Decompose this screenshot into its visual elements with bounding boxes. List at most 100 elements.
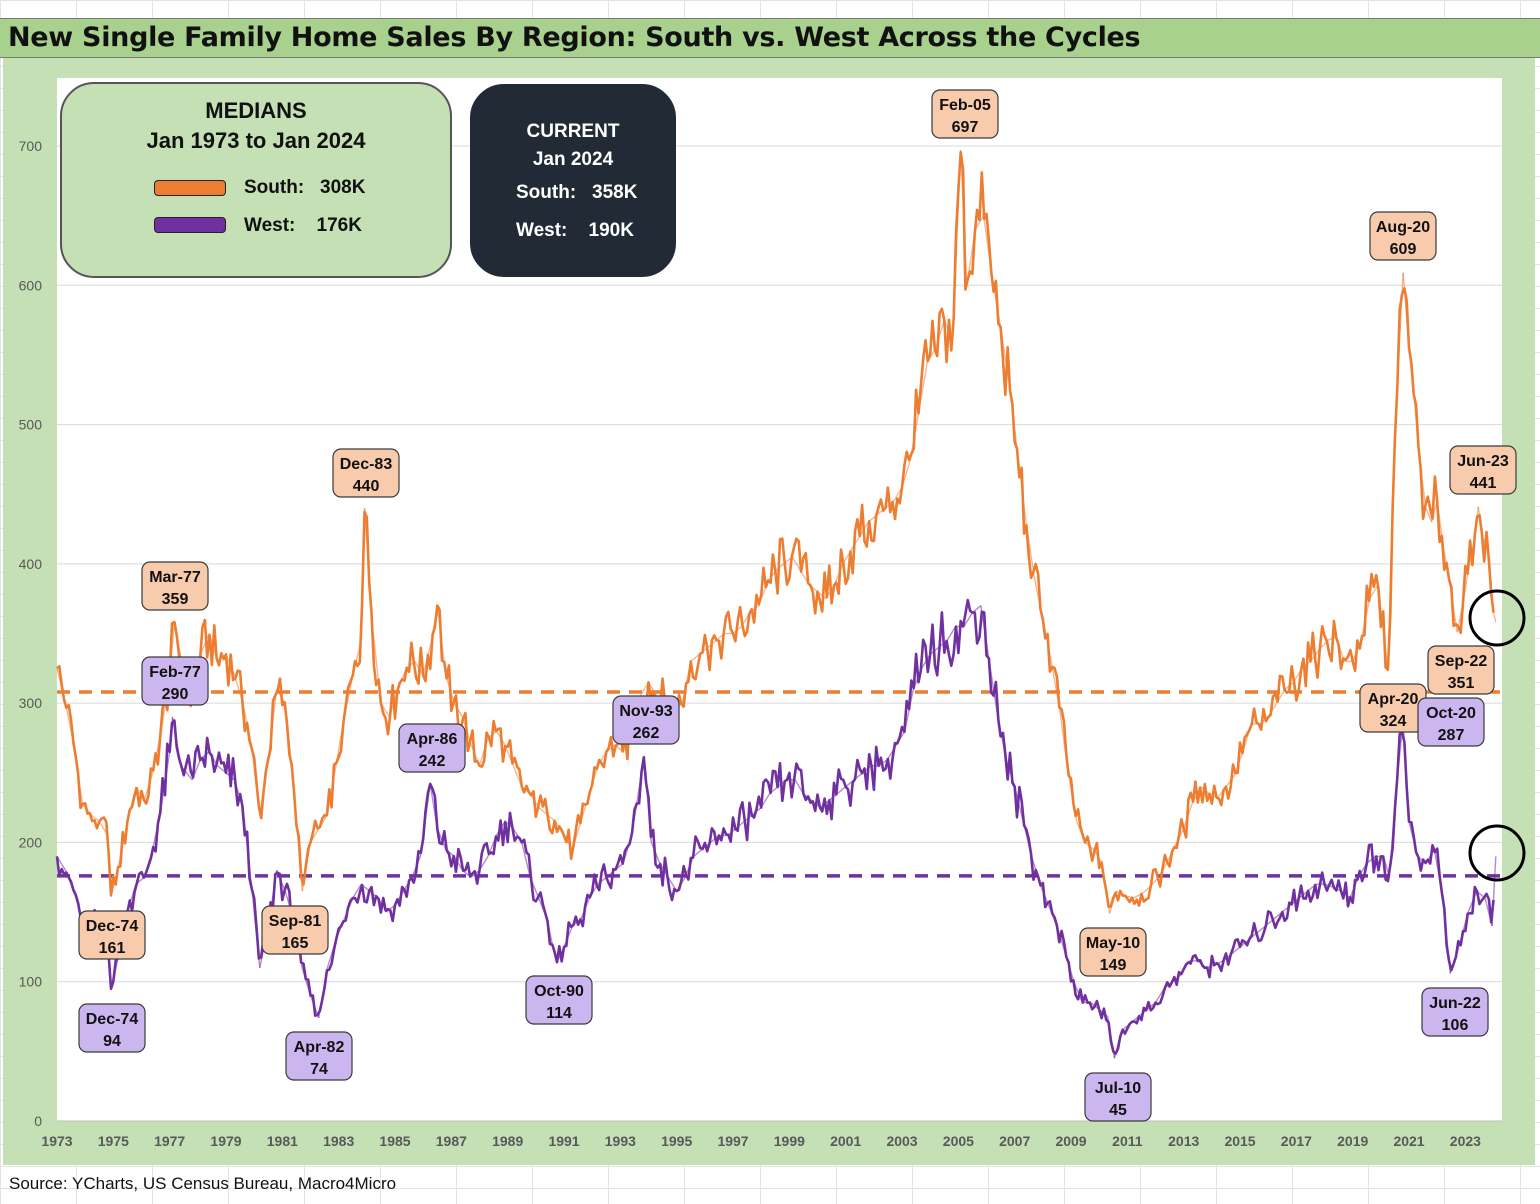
south-series-segment [842, 549, 852, 565]
west-series-segment [208, 751, 219, 767]
south-series-segment [335, 716, 345, 766]
south-series-segment [414, 661, 424, 676]
callout-value: 324 [1380, 713, 1407, 730]
west-series-segment [1388, 786, 1398, 878]
west-series-segment [169, 717, 174, 752]
west-legend-label: West: [244, 215, 296, 236]
west-callout: Feb-77 290 [141, 656, 209, 706]
west-series-segment [1332, 886, 1342, 892]
south-series-segment [1477, 506, 1483, 537]
x-tick-label: 1975 [98, 1133, 129, 1149]
west-series-segment [1366, 855, 1376, 864]
west-series-segment [929, 646, 940, 655]
callout-value: 697 [952, 119, 979, 136]
x-tick-label: 1973 [41, 1133, 72, 1149]
callout-value: 359 [162, 591, 189, 608]
south-series-segment [1149, 876, 1159, 888]
south-series-segment [850, 535, 861, 551]
south-callout: Aug-20 609 [1369, 211, 1437, 261]
west-series-segment [1107, 1016, 1116, 1059]
south-series-segment [371, 626, 382, 704]
west-series-segment [1129, 1015, 1140, 1025]
callout-box [612, 695, 680, 745]
south-series-segment [301, 842, 312, 892]
south-series-segment [926, 347, 937, 363]
south-series-segment [1157, 862, 1168, 878]
current-south-label: South: [516, 182, 577, 203]
south-series-segment [363, 508, 374, 627]
west-series-segment [1324, 883, 1334, 888]
west-series-segment [1298, 890, 1309, 899]
callout-date: Apr-20 [1368, 691, 1419, 708]
west-callout: Apr-82 74 [285, 1031, 353, 1081]
callout-box [261, 905, 329, 955]
callout-box [1449, 445, 1517, 495]
south-series-segment [800, 570, 810, 586]
west-series-segment [887, 744, 897, 760]
south-series-segment [1191, 786, 1202, 804]
south-series-segment [1360, 598, 1371, 641]
west-series-segment [879, 758, 889, 767]
south-series-segment [808, 584, 818, 593]
west-series-segment [743, 814, 754, 823]
south-series-segment [647, 681, 658, 697]
current-south-marker [1468, 589, 1526, 647]
west-callout: Nov-93 262 [612, 695, 680, 745]
callout-box [1084, 1072, 1152, 1122]
south-series-segment [1492, 612, 1497, 623]
west-series-segment [643, 756, 652, 843]
west-series-segment [1039, 883, 1050, 906]
south-series-segment [732, 625, 742, 635]
south-series-segment [1425, 507, 1433, 523]
south-series-segment [242, 702, 253, 746]
south-series-segment [1076, 821, 1086, 843]
west-series-segment [1402, 721, 1410, 822]
west-series-segment [538, 897, 548, 920]
callout-date: Sep-22 [1435, 653, 1488, 670]
west-series-segment [572, 918, 582, 927]
south-series-segment [893, 486, 903, 502]
south-callout: Apr-20 324 [1359, 683, 1427, 733]
west-series-segment [588, 883, 599, 899]
south-callout: Jun-23 441 [1449, 445, 1517, 495]
west-series-segment [1290, 897, 1300, 906]
x-tick-label: 1983 [323, 1133, 354, 1149]
south-series-segment [470, 744, 481, 767]
south-series-segment [1124, 894, 1134, 899]
south-series-segment [952, 150, 962, 342]
current-period: Jan 2024 [532, 149, 614, 170]
callout-box [1079, 927, 1147, 977]
y-tick-label: 0 [34, 1113, 42, 1129]
west-series-segment [614, 862, 624, 871]
south-series-segment [1141, 886, 1151, 895]
current-west-marker [1468, 824, 1526, 882]
south-series-segment [1067, 772, 1078, 822]
west-series-segment [495, 821, 506, 836]
callout-value: 287 [1438, 727, 1465, 744]
south-series-segment [1042, 619, 1052, 662]
south-series-segment [715, 632, 726, 642]
south-series-segment [1369, 584, 1379, 600]
west-callout: Oct-90 114 [525, 975, 593, 1025]
current-west-row: West: 190K [516, 220, 634, 242]
west-series-segment [335, 918, 345, 941]
south-series-segment [208, 633, 219, 662]
y-tick-label: 100 [19, 974, 43, 990]
west-series-segment [1461, 911, 1469, 934]
west-series-segment [1090, 1002, 1100, 1011]
west-series-segment [1163, 981, 1173, 990]
callout-date: Apr-86 [407, 731, 458, 748]
south-series-segment [1473, 506, 1479, 544]
south-series-segment [110, 863, 120, 897]
callout-value: 149 [1100, 957, 1127, 974]
callout-value: 440 [353, 478, 380, 495]
x-tick-label: 2017 [1281, 1133, 1312, 1149]
south-series-segment [1436, 501, 1444, 544]
callout-value: 45 [1109, 1102, 1127, 1119]
callout-date: May-10 [1086, 935, 1140, 952]
west-series-segment [912, 668, 923, 690]
south-series-segment [1352, 640, 1362, 662]
west-series-segment [1056, 925, 1067, 955]
south-series-segment [690, 653, 700, 662]
west-series-segment [318, 967, 329, 1019]
